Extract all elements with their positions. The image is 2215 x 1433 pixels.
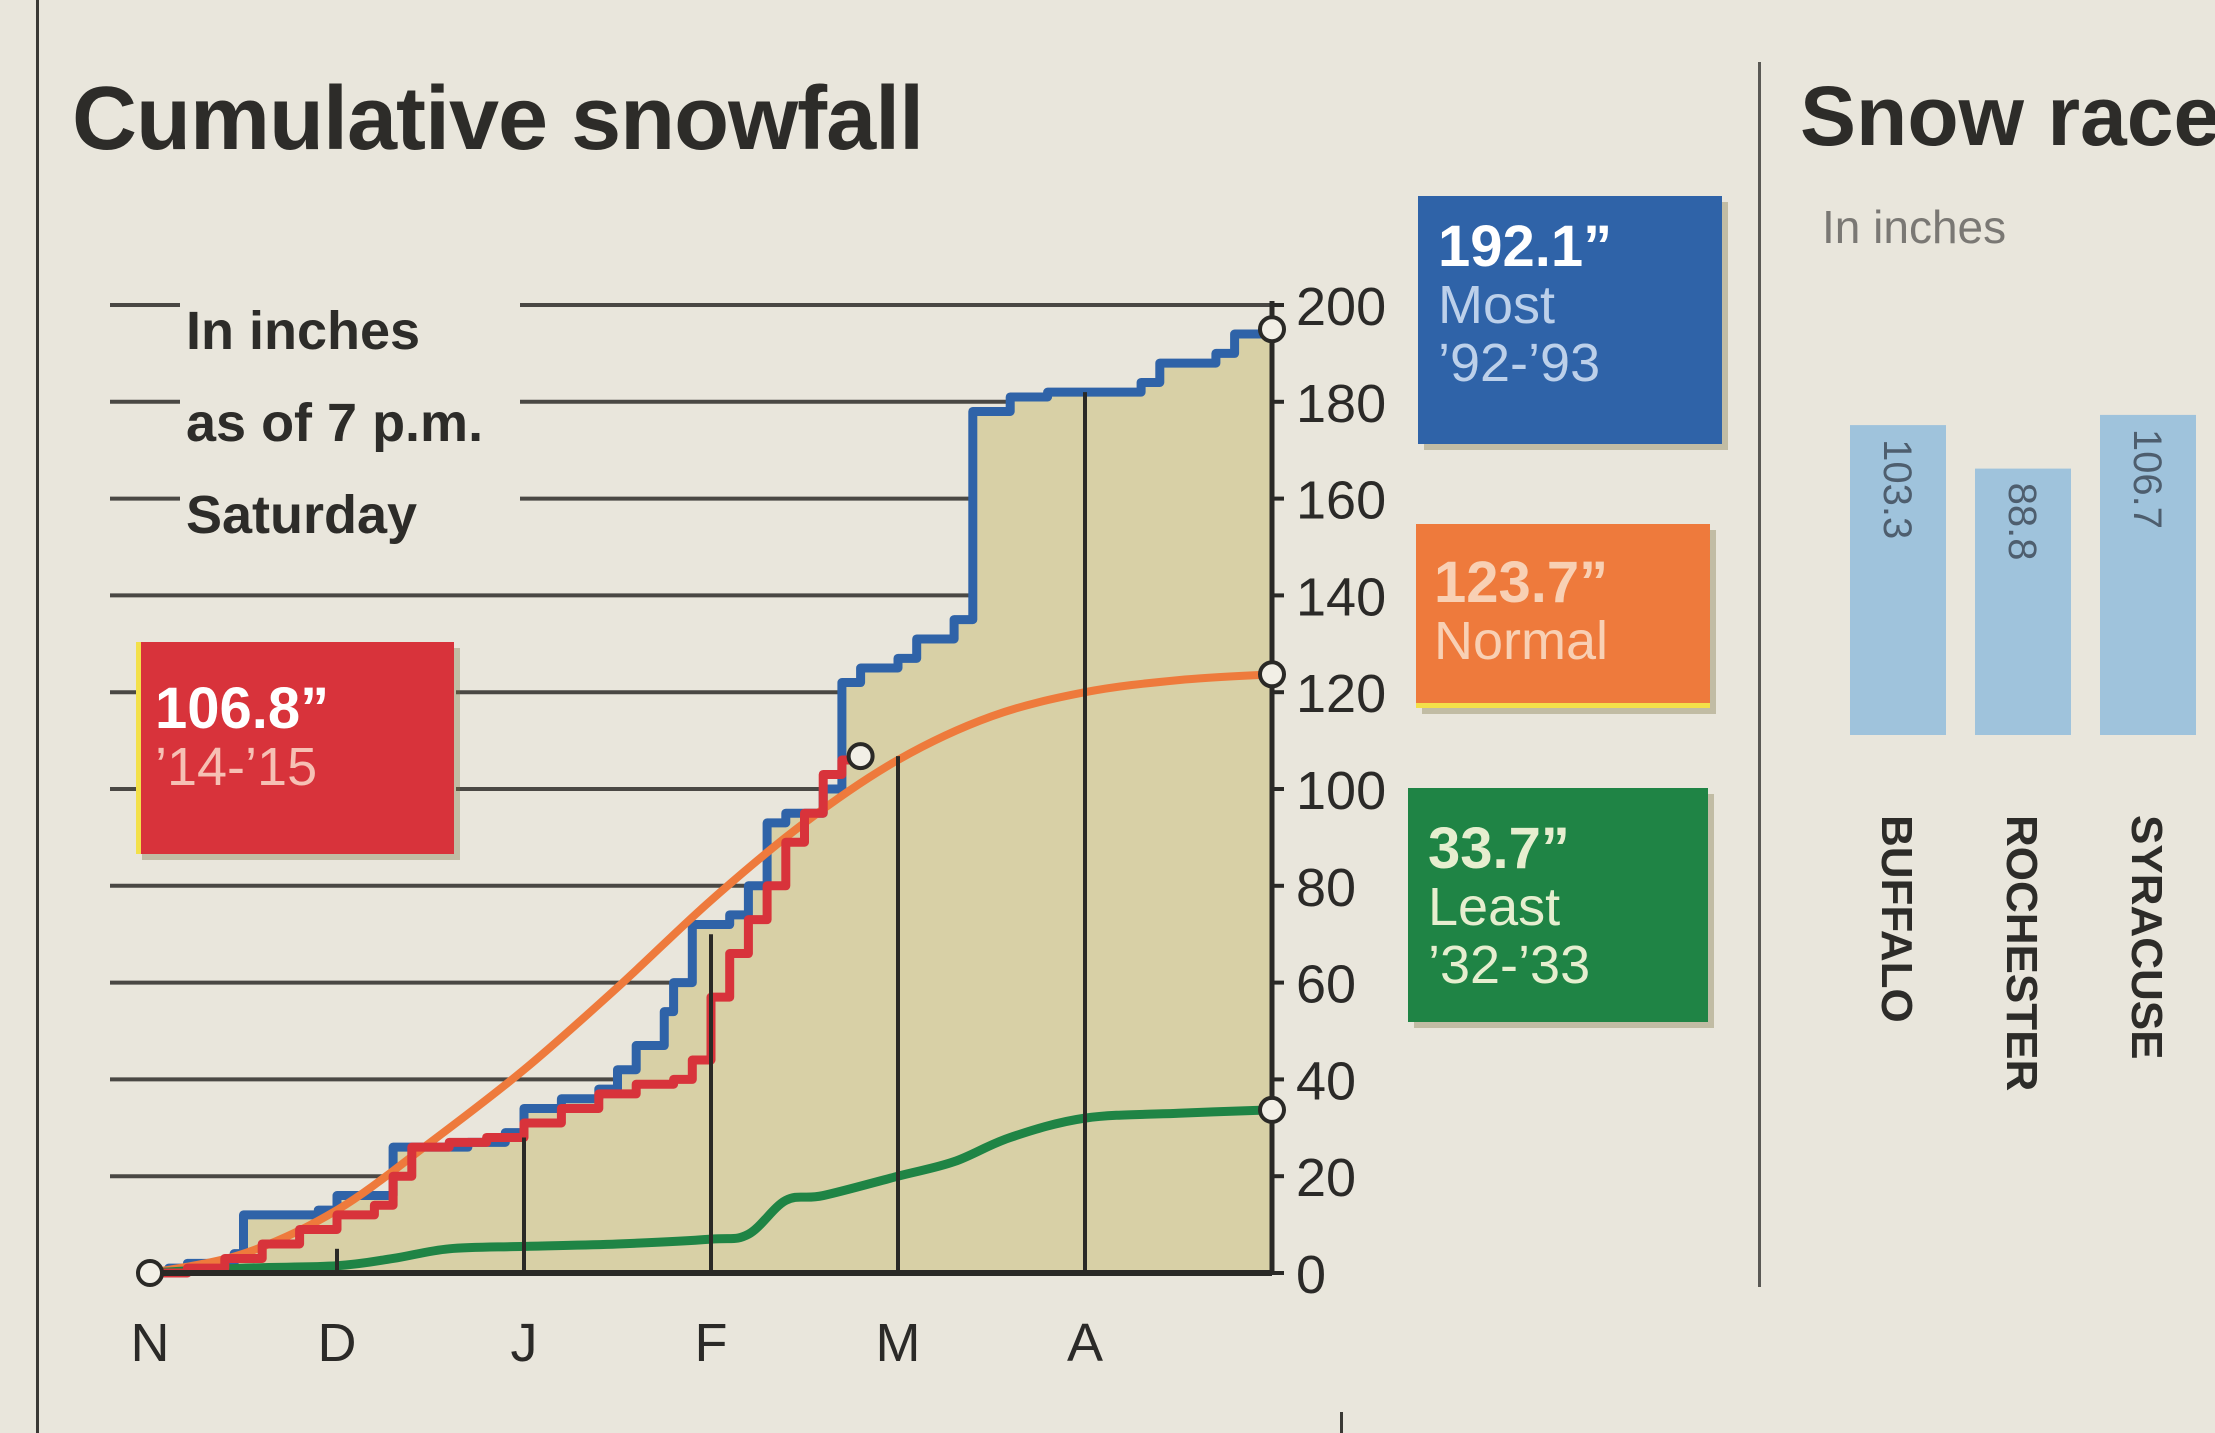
- y-tick-label-0: 0: [1296, 1245, 1326, 1305]
- x-tick-label-J: J: [511, 1313, 538, 1373]
- bottom-column-rule: [1340, 1412, 1343, 1433]
- y-tick-label-160: 160: [1296, 471, 1386, 531]
- side-panel-title: Snow race: [1800, 69, 2215, 163]
- y-tick-label-80: 80: [1296, 858, 1356, 918]
- current-season-label: ’14-’15: [155, 737, 318, 798]
- series-line-least-32-33: [145, 1105, 1277, 1278]
- callout-most: 192.1” Most ’92-’93: [1418, 196, 1722, 444]
- panel-divider: [1758, 62, 1761, 1287]
- bar-value-rochester: 88.8: [2000, 483, 2044, 561]
- x-tick-label-M: M: [876, 1313, 921, 1373]
- y-tick-label-60: 60: [1296, 955, 1356, 1015]
- least-season: ’32-’33: [1428, 934, 1591, 995]
- most-season: ’92-’93: [1438, 332, 1601, 393]
- series-line-most-92-93: [145, 324, 1277, 1278]
- y-tick-label-40: 40: [1296, 1051, 1356, 1111]
- series-line-normal: [146, 670, 1276, 1277]
- bar-city-rochester: ROCHESTER: [1997, 815, 2046, 1091]
- endpoint-marker-2: [1258, 660, 1286, 689]
- normal-label: Normal: [1434, 611, 1609, 672]
- y-tick-label-100: 100: [1296, 761, 1386, 821]
- y-tick-label-180: 180: [1296, 374, 1386, 434]
- left-column-rule: [36, 0, 39, 1433]
- endpoint-marker-0: [136, 1259, 164, 1287]
- bar-value-buffalo: 103.3: [1875, 439, 1919, 539]
- bar-rochester: [1975, 468, 2071, 735]
- time-note: as of 7 p.m.: [186, 393, 484, 453]
- y-tick-label-20: 20: [1296, 1148, 1356, 1208]
- x-tick-label-A: A: [1067, 1313, 1103, 1373]
- current-season-total: 106.8”: [155, 676, 330, 741]
- endpoint-marker-3: [846, 742, 875, 771]
- chart-title: Cumulative snowfall: [72, 69, 924, 169]
- bar-buffalo: [1850, 425, 1946, 735]
- least-total: 33.7”: [1428, 816, 1570, 881]
- callout-normal: 123.7” Normal: [1416, 524, 1710, 708]
- x-tick-label-F: F: [695, 1313, 728, 1373]
- most-total: 192.1”: [1438, 214, 1613, 279]
- bar-city-syracuse: SYRACUSE: [2122, 815, 2171, 1060]
- series-line--14-15: [145, 751, 866, 1278]
- x-tick-label-N: N: [131, 1313, 170, 1373]
- least-label: Least: [1428, 877, 1561, 938]
- side-panel-subtitle: In inches: [1822, 201, 2007, 253]
- y-tick-label-200: 200: [1296, 277, 1386, 337]
- bar-syracuse: [2100, 414, 2196, 735]
- y-tick-label-140: 140: [1296, 567, 1386, 627]
- bar-city-buffalo: BUFFALO: [1872, 815, 1921, 1023]
- y-tick-label-120: 120: [1296, 664, 1386, 724]
- normal-total: 123.7”: [1434, 550, 1609, 615]
- area-fill-most: [150, 329, 1272, 1273]
- callout-least: 33.7” Least ’32-’33: [1408, 788, 1708, 1022]
- most-label: Most: [1438, 275, 1556, 336]
- units-note: In inches: [186, 301, 421, 361]
- endpoint-marker-4: [1258, 1095, 1286, 1124]
- day-note: Saturday: [186, 485, 418, 545]
- callout-current-season: 106.8” ’14-’15: [136, 642, 454, 854]
- bar-value-syracuse: 106.7: [2125, 429, 2169, 529]
- x-tick-label-D: D: [318, 1313, 357, 1373]
- endpoint-marker-1: [1258, 315, 1286, 344]
